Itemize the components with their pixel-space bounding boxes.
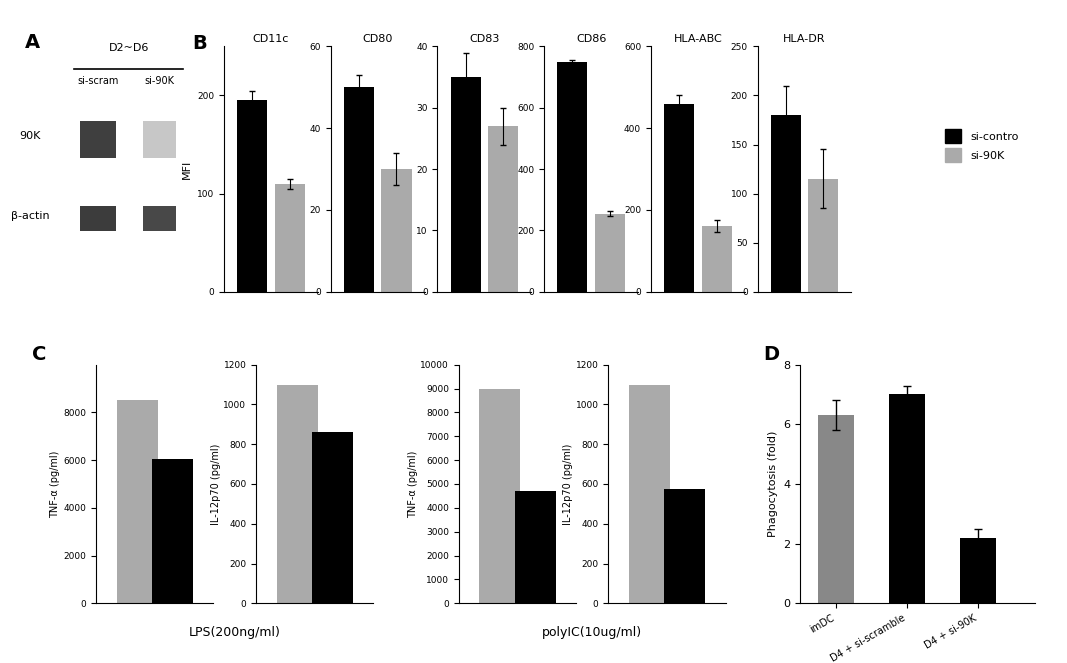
Bar <box>702 226 732 292</box>
Bar <box>664 489 705 603</box>
Title: CD83: CD83 <box>469 34 499 44</box>
Bar <box>557 62 587 292</box>
Bar <box>809 179 839 292</box>
Title: HLA-ABC: HLA-ABC <box>673 34 722 44</box>
Text: A: A <box>26 32 41 52</box>
Bar <box>889 394 925 603</box>
Y-axis label: IL-12p70 (pg/ml): IL-12p70 (pg/ml) <box>210 444 221 524</box>
Y-axis label: TNF-α (pg/ml): TNF-α (pg/ml) <box>50 450 61 518</box>
Bar <box>344 88 373 292</box>
Title: CD86: CD86 <box>576 34 606 44</box>
Bar <box>276 385 318 603</box>
Bar <box>237 100 267 292</box>
Text: 90K: 90K <box>20 131 42 141</box>
Legend: si-contro, si-90K: si-contro, si-90K <box>940 125 1023 166</box>
Y-axis label: TNF-α (pg/ml): TNF-α (pg/ml) <box>408 450 417 518</box>
Bar <box>664 103 694 292</box>
Bar <box>312 432 353 603</box>
Title: HLA-DR: HLA-DR <box>783 34 826 44</box>
Text: LPS(200ng/ml): LPS(200ng/ml) <box>189 627 281 640</box>
Text: B: B <box>192 34 207 52</box>
Bar <box>960 538 996 603</box>
FancyBboxPatch shape <box>80 121 116 158</box>
Y-axis label: IL-12p70 (pg/ml): IL-12p70 (pg/ml) <box>562 444 573 524</box>
Title: CD11c: CD11c <box>253 34 289 44</box>
Bar <box>514 491 556 603</box>
Bar <box>818 415 854 603</box>
Text: D: D <box>763 345 779 364</box>
Bar <box>275 184 305 292</box>
FancyBboxPatch shape <box>143 121 176 158</box>
Bar <box>770 115 800 292</box>
Text: si-90K: si-90K <box>144 76 174 86</box>
Bar <box>450 77 480 292</box>
Text: β-actin: β-actin <box>11 211 49 221</box>
Text: C: C <box>32 345 46 364</box>
Title: CD80: CD80 <box>363 34 393 44</box>
FancyBboxPatch shape <box>80 206 116 231</box>
Bar <box>595 213 625 292</box>
Bar <box>116 400 158 603</box>
Bar <box>382 169 412 292</box>
Bar <box>152 459 193 603</box>
Text: D2~D6: D2~D6 <box>109 43 148 53</box>
Text: polyIC(10ug/ml): polyIC(10ug/ml) <box>542 627 642 640</box>
Bar <box>479 389 521 603</box>
Bar <box>628 385 670 603</box>
Y-axis label: MFI: MFI <box>181 159 192 179</box>
Bar <box>489 126 519 292</box>
Y-axis label: Phagocytosis (fold): Phagocytosis (fold) <box>768 431 778 537</box>
FancyBboxPatch shape <box>143 206 176 231</box>
Text: si-scram: si-scram <box>77 76 118 86</box>
